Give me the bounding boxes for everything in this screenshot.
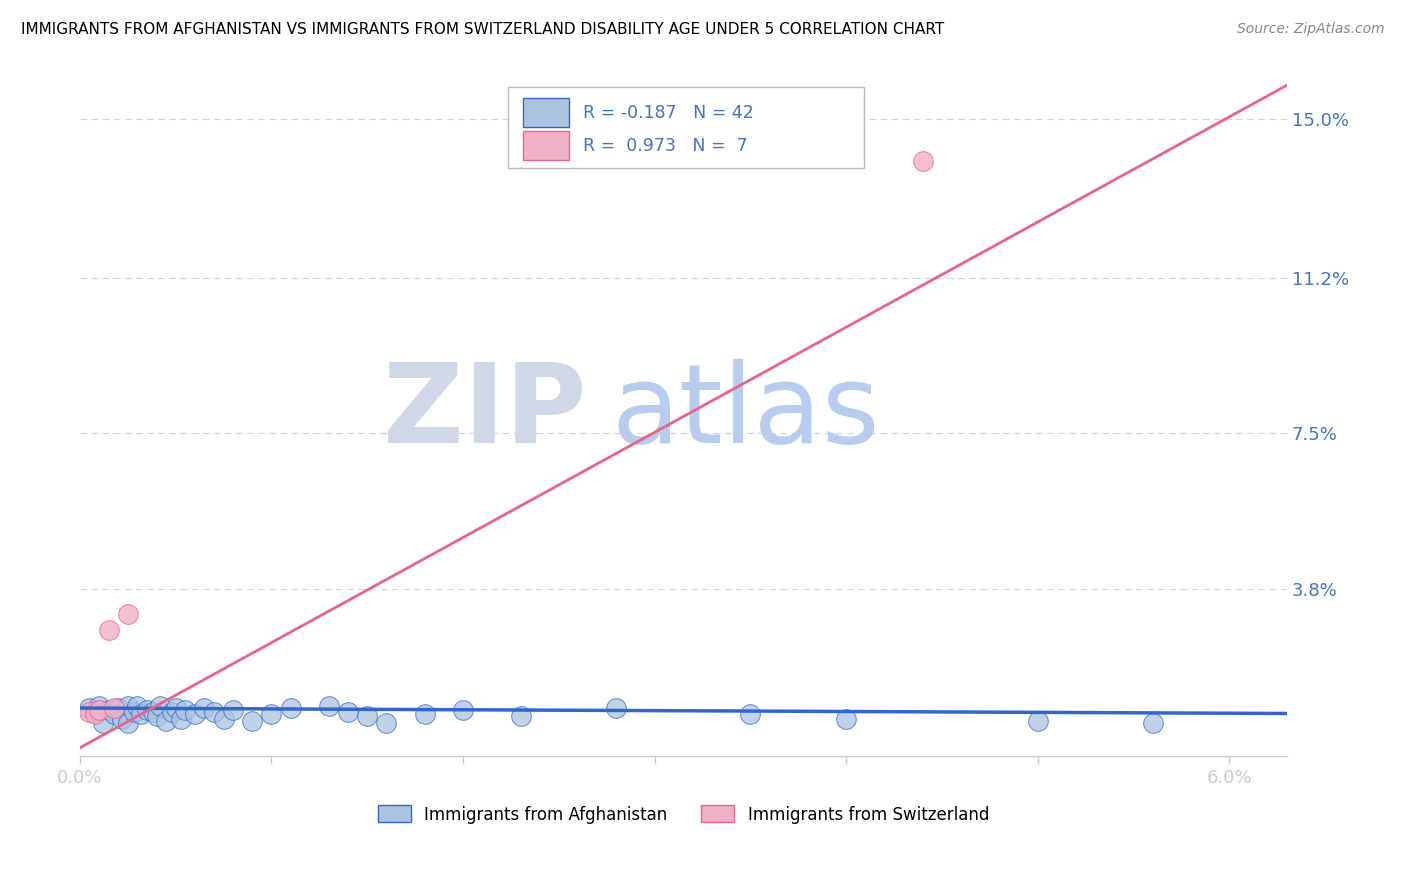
- Point: [375, 715, 398, 730]
- Point: [260, 707, 283, 722]
- Point: [117, 715, 139, 730]
- Point: [174, 703, 197, 717]
- Point: [193, 701, 215, 715]
- Point: [170, 712, 193, 726]
- Text: R =  0.973   N =  7: R = 0.973 N = 7: [583, 136, 748, 154]
- Point: [84, 707, 107, 722]
- Point: [202, 705, 225, 719]
- Point: [79, 705, 101, 719]
- Point: [451, 703, 474, 717]
- Point: [142, 705, 165, 719]
- Point: [911, 153, 934, 168]
- Bar: [523, 98, 568, 127]
- Point: [160, 705, 183, 719]
- Point: [740, 707, 762, 722]
- Point: [97, 624, 120, 638]
- Point: [103, 701, 125, 715]
- Point: [84, 705, 107, 719]
- FancyBboxPatch shape: [509, 87, 865, 169]
- Point: [165, 701, 187, 715]
- Point: [79, 701, 101, 715]
- Point: [97, 703, 120, 717]
- Point: [117, 698, 139, 713]
- Point: [135, 703, 157, 717]
- Point: [122, 705, 145, 719]
- Text: ZIP: ZIP: [384, 359, 586, 466]
- Text: atlas: atlas: [612, 359, 879, 466]
- Point: [145, 709, 167, 723]
- Point: [107, 701, 129, 715]
- Point: [111, 712, 134, 726]
- Point: [1026, 714, 1049, 728]
- Point: [318, 698, 340, 713]
- Bar: [523, 131, 568, 160]
- Point: [413, 707, 436, 722]
- Point: [212, 712, 235, 726]
- Text: Source: ZipAtlas.com: Source: ZipAtlas.com: [1237, 22, 1385, 37]
- Point: [117, 607, 139, 621]
- Point: [280, 701, 302, 715]
- Point: [155, 714, 177, 728]
- Point: [509, 709, 531, 723]
- Point: [222, 703, 245, 717]
- Point: [184, 707, 207, 722]
- Point: [835, 712, 858, 726]
- Text: IMMIGRANTS FROM AFGHANISTAN VS IMMIGRANTS FROM SWITZERLAND DISABILITY AGE UNDER : IMMIGRANTS FROM AFGHANISTAN VS IMMIGRANT…: [21, 22, 945, 37]
- Point: [149, 698, 172, 713]
- Point: [1142, 715, 1164, 730]
- Legend: Immigrants from Afghanistan, Immigrants from Switzerland: Immigrants from Afghanistan, Immigrants …: [378, 805, 988, 823]
- Point: [129, 707, 152, 722]
- Point: [127, 698, 149, 713]
- Point: [605, 701, 627, 715]
- Point: [103, 707, 125, 722]
- Point: [337, 705, 360, 719]
- Text: R = -0.187   N = 42: R = -0.187 N = 42: [583, 103, 754, 121]
- Point: [356, 709, 378, 723]
- Point: [87, 703, 110, 717]
- Point: [240, 714, 263, 728]
- Point: [91, 715, 114, 730]
- Point: [87, 698, 110, 713]
